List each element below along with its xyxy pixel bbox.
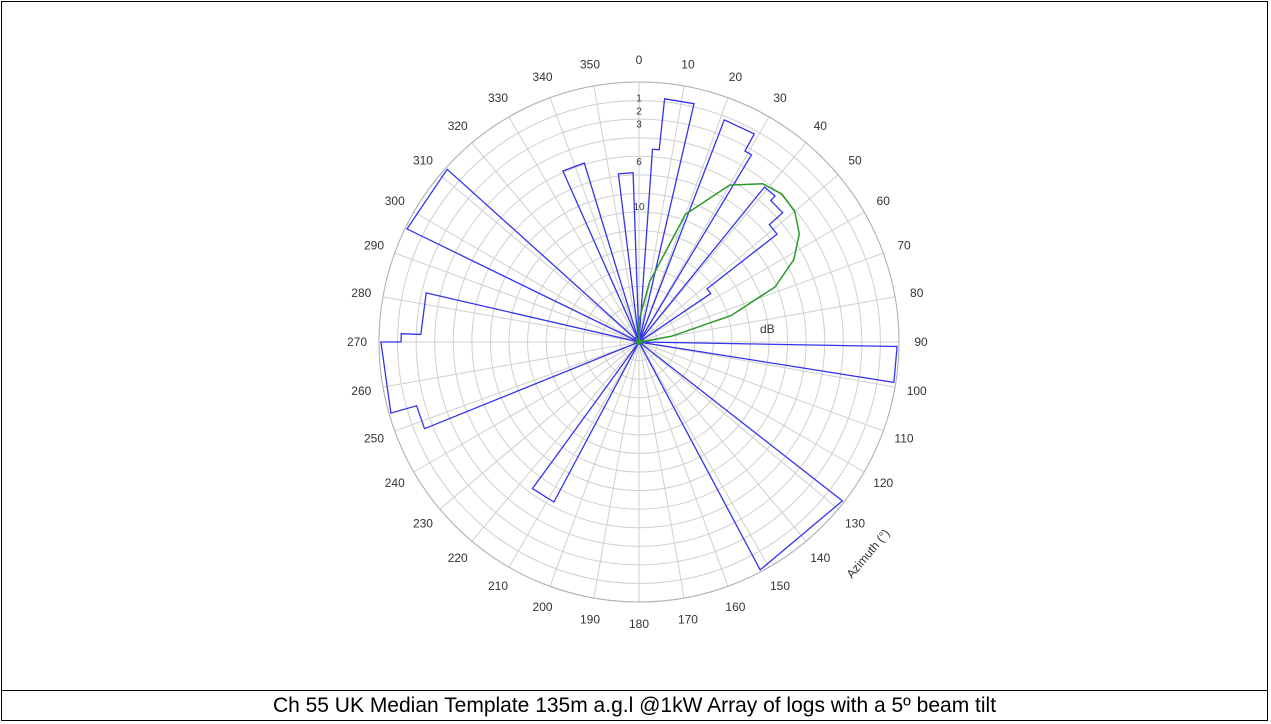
angle-tick-label: 10 <box>681 57 695 71</box>
grid-spoke <box>638 341 685 599</box>
grid-spoke <box>508 341 640 568</box>
grid-spoke <box>638 174 839 343</box>
radial-tick-label: 3 <box>636 120 642 131</box>
angle-tick-label: 250 <box>364 431 384 445</box>
radial-tick-label: 2 <box>636 107 642 118</box>
grid-spoke <box>638 85 685 343</box>
grid-spoke <box>638 211 865 343</box>
angle-tick-label: 340 <box>533 70 553 84</box>
centre-point <box>636 339 642 345</box>
radial-unit-label: dB <box>760 322 775 336</box>
angle-tick-label: 280 <box>351 286 371 300</box>
angle-tick-label: 290 <box>364 239 384 253</box>
radial-tick-label: 6 <box>636 157 642 168</box>
grid-spoke <box>394 252 640 343</box>
grid-spoke <box>593 85 640 343</box>
grid-spoke <box>638 341 884 432</box>
grid-spoke <box>638 341 729 587</box>
polar-chart: 0 102030405060708090100110120130140150160… <box>347 53 928 631</box>
angle-tick-label: 0 <box>636 53 643 67</box>
grid-spoke <box>638 296 896 343</box>
angle-tick-label: 140 <box>810 551 830 565</box>
angle-tick-label: 270 <box>347 335 367 349</box>
outer-ring <box>378 81 900 603</box>
angle-tick-label: 190 <box>580 613 600 627</box>
angle-tick-label: 310 <box>413 154 433 168</box>
angle-tick-label: 80 <box>910 286 924 300</box>
grid-spoke <box>638 142 807 343</box>
polar-grid <box>378 81 900 603</box>
angle-tick-label: 200 <box>533 600 553 614</box>
angle-tick-label: 130 <box>845 516 865 530</box>
antenna-pattern-series <box>638 183 801 343</box>
angle-tick-label: 60 <box>877 194 891 208</box>
angle-tick-label: 260 <box>351 384 371 398</box>
grid-spoke <box>439 174 640 343</box>
grid-spoke <box>638 116 770 343</box>
figure-caption: Ch 55 UK Median Template 135m a.g.l @1kW… <box>272 694 997 717</box>
grid-spoke <box>382 341 640 388</box>
grid-spoke <box>593 341 640 599</box>
grid-spoke <box>549 97 640 343</box>
grid-spoke <box>413 211 640 343</box>
angle-tick-label: 30 <box>773 91 787 105</box>
grid-spoke <box>638 341 896 388</box>
angle-tick-label: 40 <box>814 119 828 133</box>
grid-spoke <box>439 341 640 510</box>
angle-tick-label: 300 <box>385 194 405 208</box>
grid-spoke <box>638 341 807 542</box>
radial-tick-label: 10 <box>633 202 645 213</box>
azimuth-axis-title: Azimuth (°) <box>844 526 893 581</box>
angle-tick-label: 240 <box>385 476 405 490</box>
angle-tick-label: 120 <box>873 476 893 490</box>
chart-cell: 0 10 20 30 40 50 60 70 80 90 100 110 120 130 140 150 160… <box>2 2 1267 691</box>
angle-tick-label: 160 <box>725 600 745 614</box>
series-layer <box>380 98 898 571</box>
angle-tick-label: 180 <box>629 617 649 631</box>
angle-tick-label: 330 <box>488 91 508 105</box>
angle-tick-label: 110 <box>894 431 913 445</box>
angle-tick-label: 70 <box>897 239 911 253</box>
angle-tick-label: 230 <box>413 516 433 530</box>
radial-tick-label: 1 <box>636 93 642 104</box>
angle-tick-label: 90 <box>914 335 928 349</box>
angle-tick-label: 50 <box>848 154 862 168</box>
angle-tick-label: 320 <box>448 119 468 133</box>
angle-tick-label: 220 <box>448 551 468 565</box>
angle-tick-label: 350 <box>580 57 600 71</box>
angle-tick-label: 20 <box>729 70 743 84</box>
angle-tick-label: 150 <box>770 579 790 593</box>
grid-spoke <box>549 341 640 587</box>
grid-spoke <box>382 296 640 343</box>
grid-spoke <box>471 142 640 343</box>
grid-spoke <box>638 341 839 510</box>
grid-spoke <box>413 341 640 473</box>
grid-spoke <box>394 341 640 432</box>
grid-spoke <box>638 341 770 568</box>
grid-spoke <box>471 341 640 542</box>
grid-spoke <box>638 97 729 343</box>
angle-tick-label: 100 <box>907 384 927 398</box>
angle-tick-labels: 0 102030405060708090100110120130140150160… <box>347 53 928 631</box>
angle-tick-label: 210 <box>488 579 508 593</box>
grid-spoke <box>638 252 884 343</box>
grid-spoke <box>508 116 640 343</box>
angle-tick-label: 170 <box>678 613 698 627</box>
grid-spoke <box>638 341 865 473</box>
